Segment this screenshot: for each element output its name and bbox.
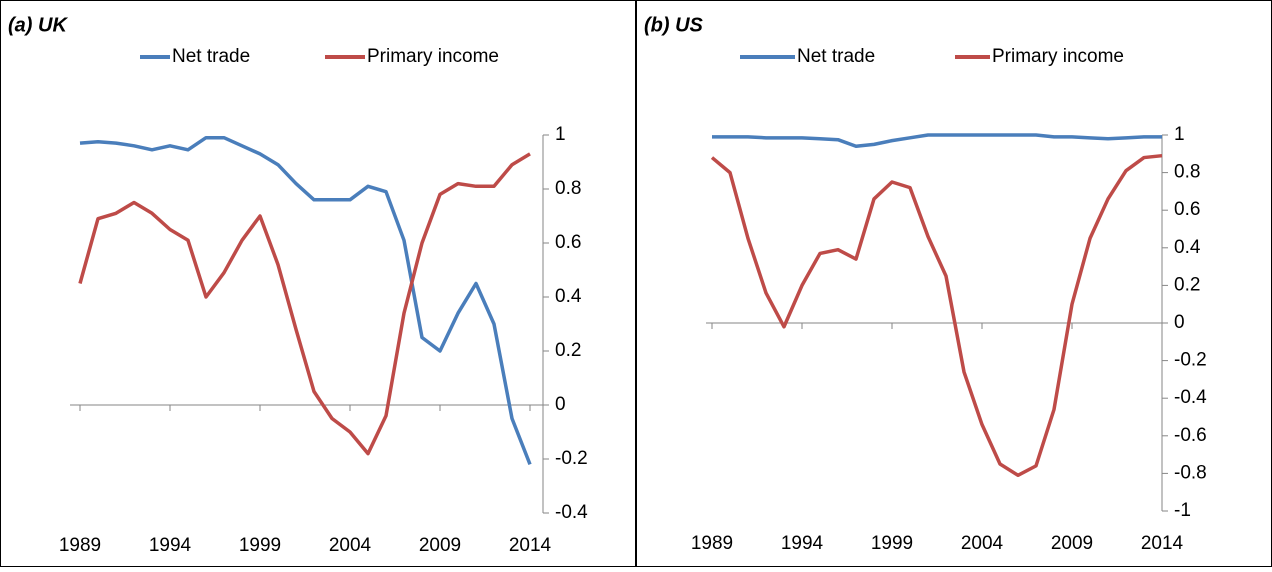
y-tick-label: 0.4 (555, 286, 582, 307)
legend-label: Primary income (367, 46, 499, 67)
legend-label: Net trade (172, 46, 250, 67)
y-tick-label: -0.2 (1174, 350, 1207, 371)
x-tick-label: 1999 (871, 533, 913, 554)
legend-label: Net trade (797, 46, 875, 67)
chart-title: (b) US (644, 14, 704, 36)
y-tick-label: 0.6 (1174, 199, 1200, 220)
data-line (712, 133, 1162, 149)
x-tick-label: 1999 (239, 535, 281, 556)
y-tick-label: -0.2 (555, 448, 588, 469)
x-tick-label: 2014 (1141, 533, 1184, 554)
y-tick-label: -0.4 (1174, 387, 1207, 408)
y-tick-label: -0.6 (1174, 425, 1207, 446)
x-tick-label: 2004 (961, 533, 1004, 554)
x-tick-label: 2004 (329, 535, 372, 556)
x-tick-label: 1989 (691, 533, 733, 554)
y-tick-label: 1 (555, 124, 566, 145)
y-tick-label: 0.8 (555, 178, 581, 199)
data-line (79, 135, 532, 466)
y-tick-label: -0.8 (1174, 462, 1207, 483)
x-tick-label: 2009 (1051, 533, 1093, 554)
y-tick-label: 1 (1174, 124, 1185, 145)
y-tick-label: 0.2 (555, 340, 581, 361)
y-tick-label: 0.4 (1174, 237, 1201, 258)
y-tick-label: 0.2 (1174, 274, 1200, 295)
panel-border (0, 0, 636, 567)
chart-title: (a) UK (8, 14, 68, 36)
y-tick-label: 0 (555, 394, 566, 415)
y-tick-label: -0.4 (555, 502, 588, 523)
legend-label: Primary income (992, 46, 1124, 67)
y-tick-label: 0 (1174, 312, 1185, 333)
y-tick-label: -1 (1174, 500, 1191, 521)
y-tick-label: 0.8 (1174, 162, 1200, 183)
data-line (78, 152, 531, 456)
x-tick-label: 1994 (149, 535, 192, 556)
x-tick-label: 1994 (781, 533, 824, 554)
x-tick-label: 2009 (419, 535, 461, 556)
x-tick-label: 1989 (59, 535, 101, 556)
data-line (710, 153, 1163, 478)
y-tick-label: 0.6 (555, 232, 581, 253)
x-tick-label: 2014 (509, 535, 552, 556)
